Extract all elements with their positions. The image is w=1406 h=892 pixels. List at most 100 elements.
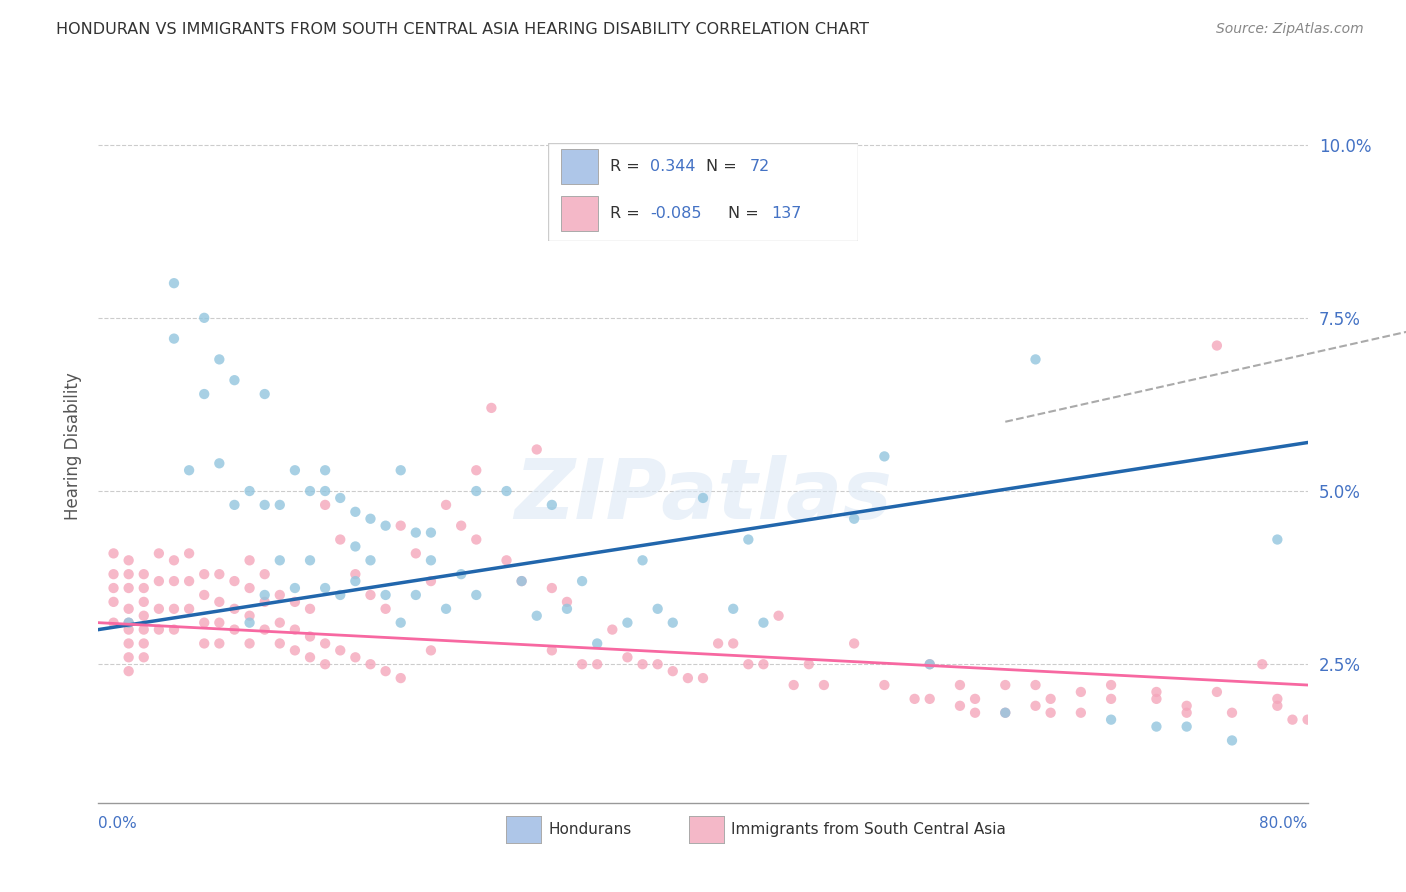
Point: [405, 525, 427, 540]
Point: [1070, 706, 1092, 720]
Point: [314, 581, 336, 595]
Point: [132, 650, 155, 665]
Point: [692, 491, 714, 505]
Point: [177, 602, 201, 616]
Point: [918, 657, 941, 672]
Point: [647, 602, 669, 616]
Point: [148, 574, 170, 588]
Point: [284, 463, 307, 477]
Text: -0.085: -0.085: [651, 206, 702, 221]
Point: [737, 533, 759, 547]
Point: [224, 602, 246, 616]
Point: [239, 615, 262, 630]
Point: [208, 636, 231, 650]
Point: [118, 650, 141, 665]
Point: [949, 678, 972, 692]
Point: [239, 581, 262, 595]
Point: [374, 518, 396, 533]
Point: [284, 623, 307, 637]
Point: [768, 608, 790, 623]
Point: [299, 553, 322, 567]
Point: [844, 636, 866, 650]
Point: [360, 512, 382, 526]
Point: [1039, 691, 1062, 706]
Point: [994, 678, 1017, 692]
Text: Hondurans: Hondurans: [548, 822, 631, 837]
Point: [103, 567, 125, 582]
Point: [118, 636, 141, 650]
Point: [994, 706, 1017, 720]
Point: [1099, 691, 1122, 706]
Point: [481, 401, 503, 415]
Point: [540, 581, 562, 595]
Point: [148, 546, 170, 560]
Point: [965, 691, 987, 706]
Point: [555, 602, 578, 616]
Point: [918, 691, 941, 706]
Point: [132, 595, 155, 609]
FancyBboxPatch shape: [548, 143, 858, 241]
Point: [707, 636, 730, 650]
Point: [299, 483, 322, 498]
Point: [269, 498, 291, 512]
Point: [360, 553, 382, 567]
Point: [314, 657, 336, 672]
Point: [163, 574, 186, 588]
Point: [344, 574, 367, 588]
Point: [329, 491, 352, 505]
Point: [132, 636, 155, 650]
Point: [329, 588, 352, 602]
Point: [510, 574, 533, 588]
Point: [103, 546, 125, 560]
Point: [344, 650, 367, 665]
Point: [389, 518, 412, 533]
Y-axis label: Hearing Disability: Hearing Disability: [63, 372, 82, 520]
Point: [1144, 691, 1167, 706]
Text: 0.0%: 0.0%: [98, 816, 138, 831]
Point: [904, 691, 927, 706]
FancyBboxPatch shape: [561, 149, 598, 184]
Point: [1206, 338, 1229, 352]
Point: [873, 450, 896, 464]
Point: [344, 540, 367, 554]
Point: [1024, 678, 1046, 692]
Point: [737, 657, 759, 672]
Text: 80.0%: 80.0%: [1260, 816, 1308, 831]
Point: [1265, 691, 1288, 706]
Point: [284, 581, 307, 595]
Point: [844, 512, 866, 526]
Point: [329, 533, 352, 547]
Point: [782, 678, 804, 692]
Point: [949, 698, 972, 713]
Point: [118, 602, 141, 616]
Point: [676, 671, 699, 685]
Point: [1265, 698, 1288, 713]
Point: [721, 636, 744, 650]
Point: [314, 636, 336, 650]
Point: [1039, 706, 1062, 720]
Point: [163, 553, 186, 567]
Point: [813, 678, 835, 692]
Point: [1024, 352, 1046, 367]
Point: [163, 623, 186, 637]
Point: [299, 602, 322, 616]
Point: [208, 595, 231, 609]
Point: [389, 671, 412, 685]
Point: [555, 595, 578, 609]
Point: [269, 636, 291, 650]
Point: [405, 546, 427, 560]
Point: [148, 602, 170, 616]
Point: [1175, 698, 1198, 713]
Point: [1099, 678, 1122, 692]
Point: [253, 567, 276, 582]
Point: [510, 574, 533, 588]
Point: [495, 483, 517, 498]
Point: [269, 553, 291, 567]
Point: [118, 553, 141, 567]
Point: [118, 615, 141, 630]
Point: [1206, 685, 1229, 699]
Point: [253, 588, 276, 602]
Point: [752, 615, 775, 630]
Point: [360, 657, 382, 672]
Point: [132, 608, 155, 623]
